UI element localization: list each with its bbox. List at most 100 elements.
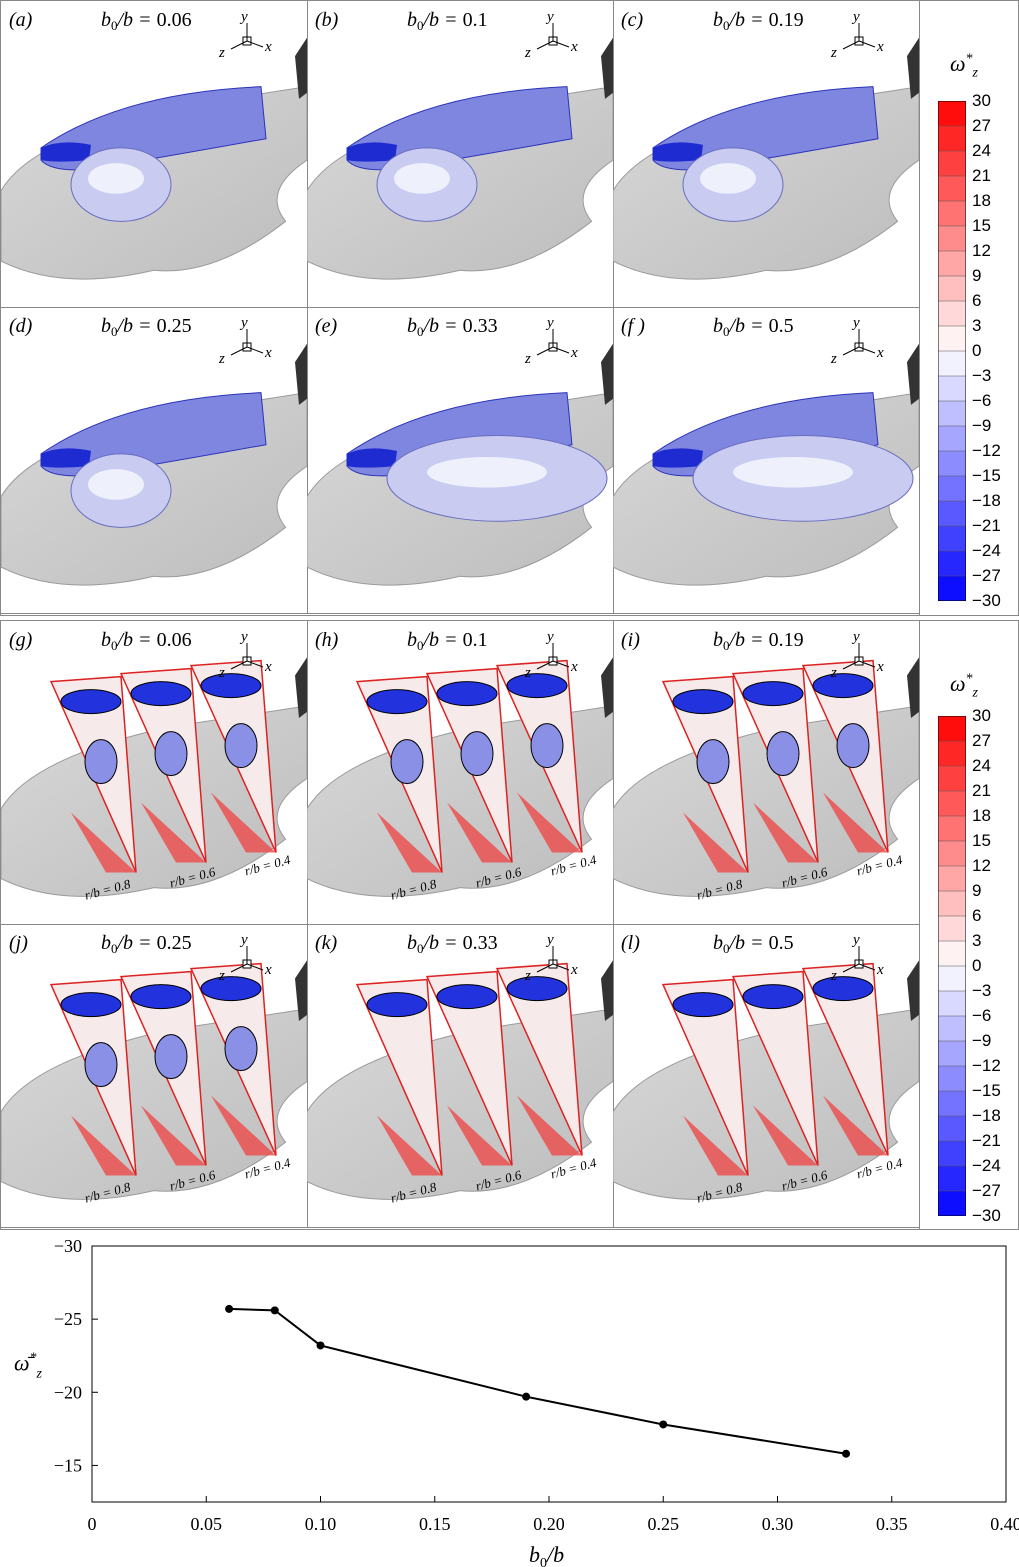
slice-panel-i: r/b = 0.8 r/b = 0.6 r/b = 0.4 y x z (i) b0/b = … bbox=[613, 621, 920, 925]
y-axis-letter: y bbox=[545, 9, 554, 25]
root-vortex-core bbox=[530, 723, 564, 769]
colorbar-cell bbox=[938, 1141, 966, 1167]
x-axis-arrow bbox=[246, 660, 264, 668]
x-axis-arrow bbox=[858, 660, 876, 668]
x-axis-arrow bbox=[552, 963, 570, 971]
colorbar-tick-label: −9 bbox=[972, 416, 992, 435]
colorbar-tick-label: 15 bbox=[972, 216, 991, 235]
x-axis-letter: x bbox=[570, 39, 578, 55]
slice-panel-g: r/b = 0.8 r/b = 0.6 r/b = 0.4 y x z (g) b0/b = … bbox=[1, 621, 308, 925]
y-axis-letter: y bbox=[239, 629, 248, 645]
colorbar-tick-label: −12 bbox=[972, 1056, 1001, 1075]
x-axis-arrow bbox=[858, 963, 876, 971]
colorbar-cell bbox=[938, 1066, 966, 1092]
z-axis-arrow bbox=[842, 40, 860, 50]
tip-vortex-core bbox=[812, 976, 874, 1002]
x-axis-arrow bbox=[552, 660, 570, 668]
panel-label: (k) bbox=[315, 932, 338, 954]
line-chart: 0 0.05 0.10 0.15 0.20 0.25 0.30 0.35 0.40 −30 −25 −… bbox=[14, 1236, 1019, 1567]
iso-panel-c: y x z (c) b0/b = 0.19 bbox=[613, 1, 920, 308]
data-point bbox=[659, 1420, 668, 1429]
positive-vorticity bbox=[141, 1105, 206, 1166]
slice-panel-l: r/b = 0.8 r/b = 0.6 r/b = 0.4 y x z (l) b0/b = … bbox=[613, 924, 920, 1228]
colorbar-cell bbox=[938, 151, 966, 177]
panel-title: b0/b = 0.25 bbox=[101, 932, 192, 956]
tip-vortex-core bbox=[200, 976, 262, 1002]
colorbar-cell bbox=[938, 326, 966, 352]
colorbar-tick-label: −3 bbox=[972, 981, 992, 1000]
colorbar-top: ω*z 30 27 24 21 18 15 12 9 6 3 0 −3 −6 −9 −12 −15 −18 −21… bbox=[919, 1, 1019, 615]
x-axis-arrow bbox=[246, 40, 264, 48]
x-tick-label: 0.15 bbox=[419, 1514, 451, 1534]
y-axis-letter: y bbox=[545, 932, 554, 948]
iso-panel-e: y x z (e) b0/b = 0.33 bbox=[307, 307, 614, 614]
colorbar-title-2: ω*z bbox=[950, 671, 978, 701]
colorbar-cell bbox=[938, 1041, 966, 1067]
panel-title: b0/b = 0.33 bbox=[407, 932, 498, 956]
isosurface-render: yx z bbox=[307, 9, 613, 280]
colorbar-cell bbox=[938, 841, 966, 867]
colorbar-cell bbox=[938, 401, 966, 427]
z-axis-arrow bbox=[842, 963, 860, 973]
x-tick-label: 0.30 bbox=[762, 1514, 794, 1534]
isosurface-grid: y x z (a) b0/b = 0.06 y x z (b) b0/b = 0.1 y x z (c) b… bbox=[0, 0, 1019, 616]
x-axis-letter: x bbox=[876, 659, 884, 675]
colorbar-tick-label: 6 bbox=[972, 906, 982, 925]
root-vortex-core bbox=[460, 731, 494, 777]
panel-title: b0/b = 0.06 bbox=[101, 629, 192, 653]
x-axis-arrow bbox=[858, 40, 876, 48]
tip-vortex-edge bbox=[653, 448, 703, 468]
colorbar-title: ω*z bbox=[950, 51, 978, 81]
isosurface-render: yx z bbox=[307, 315, 613, 586]
tip-vortex-core bbox=[60, 992, 122, 1018]
colorbar-cell bbox=[938, 891, 966, 917]
plot-frame bbox=[91, 1245, 1007, 1503]
colorbar-tick-label: 12 bbox=[972, 241, 991, 260]
colorbar-cell bbox=[938, 451, 966, 477]
tip-vortex-core bbox=[742, 681, 804, 707]
colorbar-tick-label: −15 bbox=[972, 1081, 1001, 1100]
panel-label: (d) bbox=[9, 315, 33, 337]
slice-grid: r/b = 0.8 r/b = 0.6 r/b = 0.4 y x z (g) b0/b = … bbox=[0, 620, 1019, 1230]
z-axis-letter: z bbox=[830, 351, 837, 367]
colorbar-tick-label: −15 bbox=[972, 466, 1001, 485]
z-axis-letter: z bbox=[218, 665, 225, 681]
z-axis-letter: z bbox=[524, 351, 531, 367]
x-tick-label: 0 bbox=[88, 1514, 97, 1534]
colorbar-tick-label: 18 bbox=[972, 191, 991, 210]
colorbar-cell bbox=[938, 226, 966, 252]
tip-vortex-core bbox=[672, 689, 734, 715]
z-axis-letter: z bbox=[218, 45, 225, 61]
data-point bbox=[522, 1392, 531, 1401]
x-tick-label: 0.10 bbox=[305, 1514, 337, 1534]
positive-vorticity bbox=[71, 812, 136, 873]
vorticity-slice bbox=[355, 978, 443, 1176]
z-axis-letter: z bbox=[218, 351, 225, 367]
tip-vortex-core bbox=[366, 992, 428, 1018]
y-tick-label: −15 bbox=[54, 1455, 82, 1475]
tip-vortex-surface bbox=[40, 86, 267, 171]
tip-vortex-core bbox=[130, 681, 192, 707]
colorbar-tick-label: 24 bbox=[972, 756, 991, 775]
colorbar-tick-label: −6 bbox=[972, 391, 992, 410]
colorbar-cell bbox=[938, 276, 966, 302]
colorbar-cell bbox=[938, 301, 966, 327]
isosurface-render: yx z bbox=[613, 315, 919, 586]
colorbar-tick-label: −24 bbox=[972, 541, 1001, 560]
colorbar-cell bbox=[938, 1091, 966, 1117]
panel-title: b0/b = 0.19 bbox=[713, 629, 804, 653]
vorticity-slice bbox=[731, 970, 819, 1166]
colorbar-tick-label: −24 bbox=[972, 1156, 1001, 1175]
colorbar-tick-label: 21 bbox=[972, 166, 991, 185]
y-axis-letter: y bbox=[851, 932, 860, 948]
tip-vortex-core bbox=[742, 984, 804, 1010]
z-axis-arrow bbox=[230, 346, 248, 356]
surface-highlight bbox=[88, 163, 144, 194]
colorbar-cell bbox=[938, 201, 966, 227]
z-axis-arrow bbox=[230, 963, 248, 973]
iso-panel-a: y x z (a) b0/b = 0.06 bbox=[1, 1, 308, 308]
colorbar-cell bbox=[938, 176, 966, 202]
hub bbox=[295, 657, 307, 718]
